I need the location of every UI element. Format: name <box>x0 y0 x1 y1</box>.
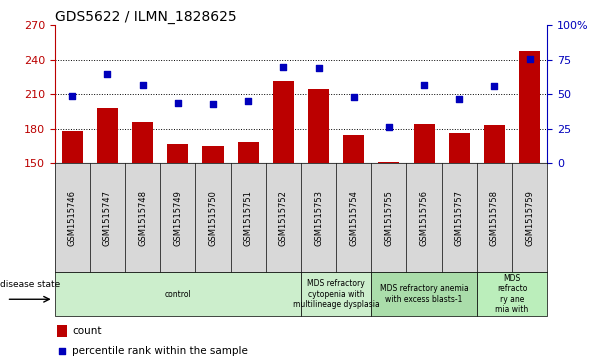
Text: count: count <box>72 326 102 337</box>
Bar <box>273 81 294 163</box>
Point <box>489 83 499 89</box>
Text: GSM1515759: GSM1515759 <box>525 190 534 246</box>
Bar <box>413 124 435 163</box>
Bar <box>371 272 477 316</box>
Text: disease state: disease state <box>0 280 60 289</box>
Text: GSM1515754: GSM1515754 <box>349 190 358 246</box>
Point <box>314 65 323 71</box>
Point <box>384 125 394 130</box>
Point <box>278 64 288 70</box>
Bar <box>55 272 301 316</box>
Text: GSM1515757: GSM1515757 <box>455 190 464 246</box>
Bar <box>308 89 329 163</box>
Bar <box>378 162 399 163</box>
Bar <box>57 325 67 338</box>
Point <box>349 94 359 100</box>
Text: GSM1515758: GSM1515758 <box>490 190 499 246</box>
Bar <box>449 134 470 163</box>
Text: MDS refractory anemia
with excess blasts-1: MDS refractory anemia with excess blasts… <box>380 284 468 304</box>
Bar <box>519 51 540 163</box>
Text: GSM1515748: GSM1515748 <box>138 190 147 246</box>
Bar <box>202 146 224 163</box>
Text: percentile rank within the sample: percentile rank within the sample <box>72 346 248 356</box>
Point <box>525 56 534 61</box>
Point <box>454 95 464 101</box>
Text: GSM1515749: GSM1515749 <box>173 190 182 246</box>
Text: GSM1515747: GSM1515747 <box>103 190 112 246</box>
Text: MDS
refracto
ry ane
mia with: MDS refracto ry ane mia with <box>496 274 528 314</box>
Point <box>57 348 67 354</box>
Text: MDS refractory
cytopenia with
multilineage dysplasia: MDS refractory cytopenia with multilinea… <box>293 279 379 309</box>
Bar <box>97 108 118 163</box>
Text: GSM1515756: GSM1515756 <box>420 190 429 246</box>
Bar <box>343 135 364 163</box>
Point <box>243 98 253 104</box>
Point <box>173 100 182 106</box>
Bar <box>132 122 153 163</box>
Bar <box>62 131 83 163</box>
Bar <box>301 272 371 316</box>
Point <box>103 71 112 77</box>
Text: GDS5622 / ILMN_1828625: GDS5622 / ILMN_1828625 <box>55 11 237 24</box>
Point <box>67 93 77 99</box>
Text: GSM1515753: GSM1515753 <box>314 190 323 246</box>
Point <box>208 101 218 107</box>
Text: GSM1515751: GSM1515751 <box>244 190 253 246</box>
Text: GSM1515755: GSM1515755 <box>384 190 393 246</box>
Point <box>419 82 429 87</box>
Text: control: control <box>165 290 191 298</box>
Bar <box>477 272 547 316</box>
Point <box>138 82 148 87</box>
Bar <box>238 142 259 163</box>
Text: GSM1515746: GSM1515746 <box>68 190 77 246</box>
Text: GSM1515750: GSM1515750 <box>209 190 218 246</box>
Text: GSM1515752: GSM1515752 <box>279 190 288 246</box>
Bar <box>167 144 188 163</box>
Bar <box>484 125 505 163</box>
